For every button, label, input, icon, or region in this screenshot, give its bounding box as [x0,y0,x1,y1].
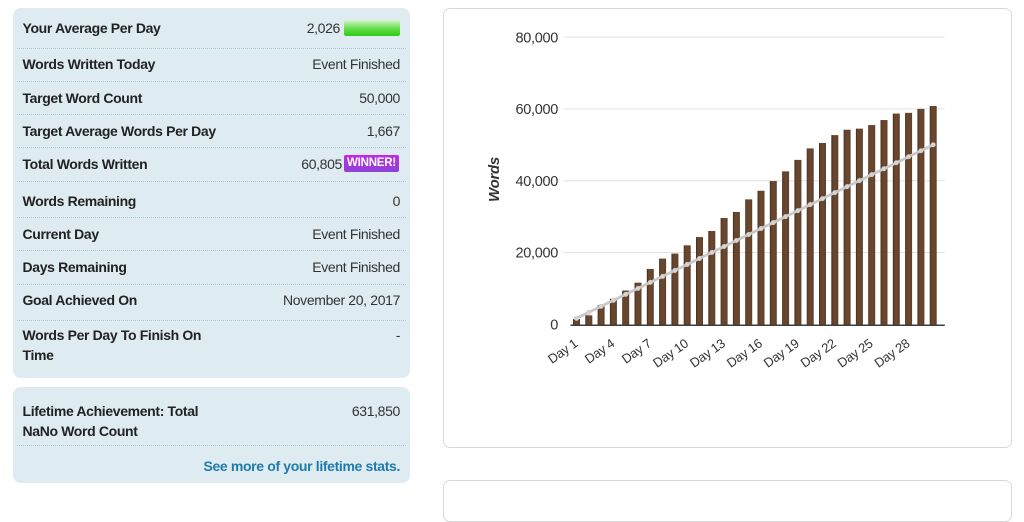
svg-text:Day 10: Day 10 [650,336,691,371]
svg-text:40,000: 40,000 [515,174,558,190]
svg-text:Day 1: Day 1 [545,336,580,367]
svg-text:Words: Words [486,157,503,202]
svg-text:Day 22: Day 22 [798,336,839,371]
svg-text:60,000: 60,000 [515,102,558,118]
svg-text:Day 28: Day 28 [871,336,912,371]
svg-text:Day 16: Day 16 [724,336,765,371]
svg-text:Day 25: Day 25 [835,336,876,371]
svg-text:20,000: 20,000 [515,246,558,262]
svg-text:Day 19: Day 19 [761,336,802,371]
svg-text:80,000: 80,000 [515,30,558,46]
svg-text:Day 7: Day 7 [619,336,654,367]
svg-text:Day 4: Day 4 [582,336,617,367]
svg-text:Day 13: Day 13 [687,336,728,371]
svg-text:0: 0 [550,318,558,334]
